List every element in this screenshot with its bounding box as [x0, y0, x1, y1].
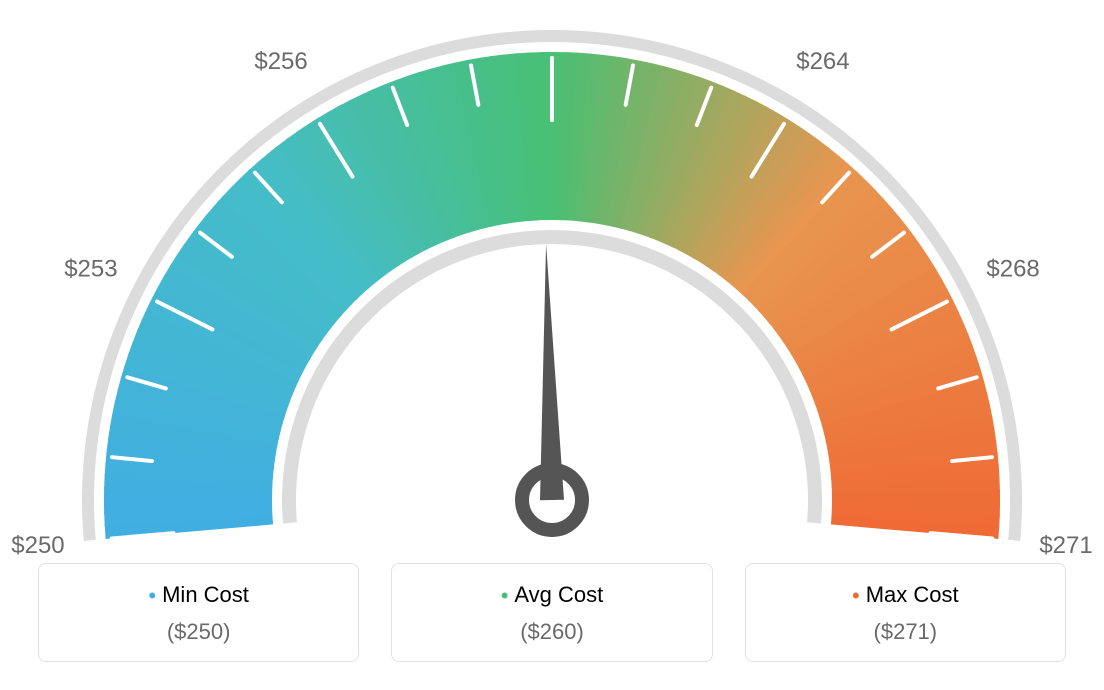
legend-title-max: •Max Cost	[756, 582, 1055, 609]
legend-title-min: •Min Cost	[49, 582, 348, 609]
legend-card-min: •Min Cost ($250)	[38, 563, 359, 662]
scale-label: $268	[986, 255, 1039, 282]
dot-icon: •	[501, 583, 509, 608]
gauge-chart-container: $250$253$256$260$264$268$271 •Min Cost (…	[0, 0, 1104, 690]
dot-icon: •	[852, 583, 860, 608]
gauge-svg: $250$253$256$260$264$268$271	[0, 0, 1104, 560]
scale-label: $253	[64, 255, 117, 282]
gauge-area: $250$253$256$260$264$268$271	[0, 0, 1104, 560]
legend-value-max: ($271)	[756, 619, 1055, 645]
legend-card-avg: •Avg Cost ($260)	[391, 563, 712, 662]
legend-label-min: Min Cost	[162, 582, 249, 607]
legend-title-avg: •Avg Cost	[402, 582, 701, 609]
legend-label-max: Max Cost	[866, 582, 959, 607]
legend-value-min: ($250)	[49, 619, 348, 645]
scale-label: $250	[11, 532, 64, 559]
dot-icon: •	[148, 583, 156, 608]
legend-row: •Min Cost ($250) •Avg Cost ($260) •Max C…	[38, 563, 1066, 662]
scale-label: $264	[796, 48, 849, 75]
scale-label: $271	[1039, 532, 1092, 559]
legend-card-max: •Max Cost ($271)	[745, 563, 1066, 662]
legend-value-avg: ($260)	[402, 619, 701, 645]
legend-label-avg: Avg Cost	[514, 582, 603, 607]
scale-label: $256	[254, 48, 307, 75]
